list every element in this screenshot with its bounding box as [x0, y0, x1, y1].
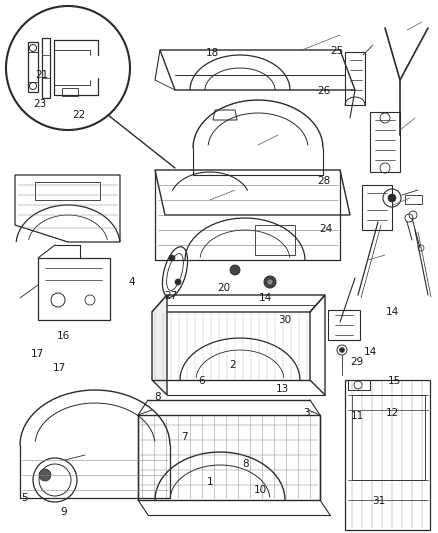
- Text: 29: 29: [350, 358, 364, 367]
- Text: 20: 20: [217, 283, 230, 293]
- Text: 28: 28: [318, 176, 331, 186]
- Circle shape: [264, 276, 276, 288]
- Text: 4: 4: [128, 278, 135, 287]
- Text: 3: 3: [303, 408, 310, 418]
- Text: 10: 10: [254, 486, 267, 495]
- Text: 27: 27: [164, 291, 177, 301]
- Circle shape: [230, 265, 240, 275]
- Text: 22: 22: [72, 110, 85, 119]
- Text: 17: 17: [53, 363, 66, 373]
- Text: 25: 25: [331, 46, 344, 55]
- Text: 8: 8: [154, 392, 161, 402]
- Circle shape: [339, 348, 345, 352]
- Text: 14: 14: [385, 307, 399, 317]
- Text: 15: 15: [388, 376, 401, 386]
- Text: 21: 21: [35, 70, 48, 79]
- Text: 23: 23: [33, 99, 46, 109]
- Text: 1: 1: [207, 478, 214, 487]
- Circle shape: [39, 469, 51, 481]
- Text: 11: 11: [350, 411, 364, 421]
- Text: 14: 14: [258, 294, 272, 303]
- Circle shape: [169, 255, 175, 261]
- Text: 9: 9: [60, 507, 67, 516]
- Polygon shape: [152, 295, 167, 395]
- Text: 17: 17: [31, 350, 44, 359]
- Text: 26: 26: [318, 86, 331, 95]
- Text: 6: 6: [198, 376, 205, 386]
- Text: 13: 13: [276, 384, 289, 394]
- Text: 5: 5: [21, 494, 28, 503]
- Text: 18: 18: [206, 49, 219, 58]
- Text: 8: 8: [242, 459, 249, 469]
- Text: 12: 12: [385, 408, 399, 418]
- Circle shape: [175, 279, 181, 285]
- Text: 30: 30: [278, 315, 291, 325]
- Text: 31: 31: [372, 496, 385, 506]
- Text: 14: 14: [364, 347, 377, 357]
- Text: 2: 2: [229, 360, 236, 370]
- Text: 16: 16: [57, 331, 70, 341]
- Text: 24: 24: [320, 224, 333, 234]
- Circle shape: [267, 279, 273, 285]
- Circle shape: [388, 194, 396, 202]
- Text: 7: 7: [180, 432, 187, 442]
